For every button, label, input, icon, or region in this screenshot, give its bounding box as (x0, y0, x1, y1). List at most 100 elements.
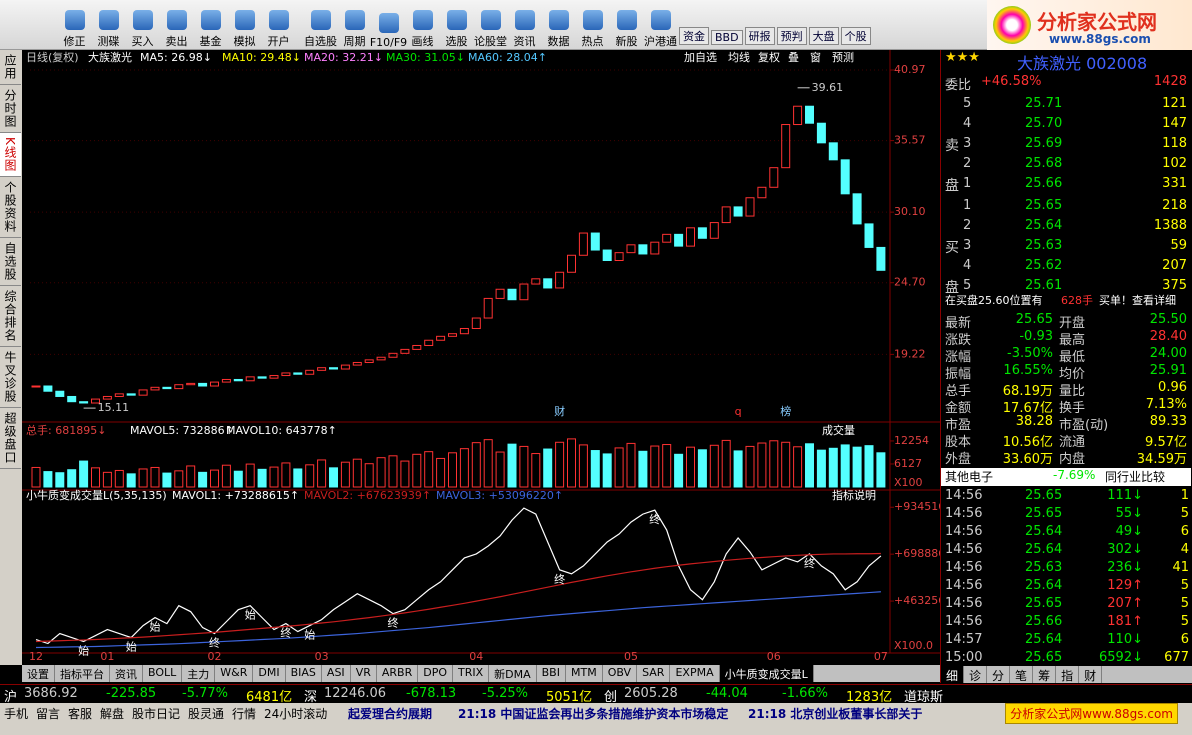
indicator-tab[interactable]: ASI (322, 665, 351, 682)
side-tab[interactable]: 综合排名 (0, 286, 21, 347)
news-link[interactable]: 股市日记 (132, 707, 181, 721)
candle (43, 385, 53, 392)
candle (864, 223, 874, 248)
indicator-tab[interactable]: MTM (566, 665, 603, 682)
candle (150, 386, 160, 391)
cell: 14:56 (945, 542, 983, 557)
toolbar-button[interactable]: 自选股 (304, 3, 337, 49)
indicator-tab[interactable]: TRIX (453, 665, 490, 682)
volume-bar (210, 469, 219, 488)
indicator-tab[interactable]: 新DMA (489, 665, 537, 682)
news-item[interactable]: 21:18 中国证监会再出多条措施维护资本市场稳定 (458, 707, 729, 721)
volume-bar (138, 468, 148, 488)
news-link[interactable]: 行情 (232, 707, 257, 721)
toolbar-box[interactable]: BBD (711, 30, 743, 45)
toolbar-button[interactable]: 沪港通 (644, 3, 677, 49)
toolbar-button[interactable]: 卖出 (160, 3, 193, 49)
indicator-tab[interactable]: 小牛质变成交量L (719, 665, 814, 682)
indicator-tab[interactable]: 设置 (22, 665, 55, 682)
indicator-tab[interactable]: ARBR (377, 665, 419, 682)
news-link[interactable]: 客服 (68, 707, 93, 721)
toolbar-button[interactable]: F10/F9 (370, 3, 407, 49)
cell: 3 (963, 238, 972, 253)
side-tab[interactable]: K线图 (0, 133, 21, 177)
toolbar-button[interactable]: 模拟 (228, 3, 261, 49)
news-item[interactable]: 21:18 北京创业板董事长部关于 (748, 707, 923, 721)
side-tab[interactable]: 超级盘口 (0, 408, 21, 469)
cell: 最新 (945, 316, 972, 331)
news-link[interactable]: 解盘 (100, 707, 125, 721)
side-tab[interactable]: 应用 (0, 50, 21, 85)
volume-legend: 总手: 681895↓ (26, 423, 106, 437)
quote-tab[interactable]: 指 (1056, 666, 1080, 683)
cell: 25.64 (1025, 218, 1063, 233)
toolbar-button[interactable]: 资讯 (508, 3, 541, 49)
indicator-tab[interactable]: BBI (537, 665, 566, 682)
signal-marker: 始 (304, 628, 315, 642)
news-link[interactable]: 股灵通 (188, 707, 225, 721)
toolbar-box[interactable]: 研报 (744, 27, 775, 45)
chart-button[interactable]: 复权 (758, 50, 780, 64)
indicator-tab[interactable]: DPO (418, 665, 453, 682)
toolbar-button[interactable]: 论股堂 (474, 3, 507, 49)
toolbar-button[interactable]: 画线 (406, 3, 439, 49)
toolbar-label: 数据 (547, 35, 570, 48)
toolbar-button[interactable]: 买入 (126, 3, 159, 49)
toolbar-button[interactable]: 周期 (338, 3, 371, 49)
toolbar-button[interactable]: 新股 (610, 3, 643, 49)
side-tab[interactable]: 个股资料 (0, 177, 21, 238)
candle (388, 352, 398, 358)
toolbar-button[interactable]: 修正 (58, 3, 91, 49)
indicator-tab[interactable]: BOLL (143, 665, 183, 682)
indicator-tab[interactable]: 主力 (182, 665, 216, 682)
chart-button[interactable]: 均线 (728, 50, 750, 64)
toolbar-button[interactable]: 选股 (440, 3, 473, 49)
toolbar-box[interactable]: 预判 (776, 27, 807, 45)
chart-button[interactable]: 加自选 (684, 51, 717, 64)
quote-tab[interactable]: 筹 (1033, 666, 1057, 683)
quote-tab[interactable]: 分 (987, 666, 1011, 683)
indicator-tab[interactable]: 指标平台 (55, 665, 110, 682)
toolbar-box[interactable]: 个股 (840, 27, 871, 45)
chart-button[interactable]: 窗 (810, 50, 821, 64)
toolbar-button[interactable]: 数据 (542, 3, 575, 49)
toolbar-button[interactable]: 基金 (194, 3, 227, 49)
toolbar-button[interactable]: 测碟 (92, 3, 125, 49)
indicator-tab[interactable]: OBV (603, 665, 638, 682)
side-tab[interactable]: 牛叉诊股 (0, 347, 21, 408)
candle (186, 382, 196, 386)
side-tab[interactable]: 自选股 (0, 238, 21, 286)
quote-tab[interactable]: 笔 (1010, 666, 1034, 683)
quote-tab[interactable]: 财 (1079, 666, 1103, 683)
volume-bar (638, 450, 648, 488)
indicator-tab[interactable]: 资讯 (110, 665, 143, 682)
indicator-tab[interactable]: SAR (637, 665, 671, 682)
chart-button[interactable]: 叠 (788, 51, 799, 64)
news-link[interactable]: 留言 (36, 707, 61, 721)
chart-button[interactable]: 预测 (832, 51, 854, 64)
toolbar-button[interactable]: 开户 (262, 3, 295, 49)
toolbar-label: 画线 (411, 35, 434, 48)
cell: 25.61 (1025, 278, 1063, 293)
indicator-tab[interactable]: VR (351, 665, 377, 682)
volume-bar (697, 449, 707, 488)
indicator-tab[interactable]: DMI (253, 665, 286, 682)
ma-legend: MA5: 26.98↓ (140, 51, 212, 64)
indicator-tab[interactable]: EXPMA (670, 665, 720, 682)
cell: 24.00 (1149, 346, 1187, 361)
side-tab[interactable]: 分时图 (0, 85, 21, 133)
cell: 总手 (945, 384, 972, 399)
cell: 25.66 (1025, 176, 1063, 191)
toolbar-label: 买入 (131, 35, 154, 48)
news-link[interactable]: 24小时滚动 (264, 707, 328, 721)
quote-tab[interactable]: 诊 (964, 666, 988, 683)
toolbar-box[interactable]: 大盘 (808, 27, 839, 45)
indicator-tab[interactable]: W&R (215, 665, 254, 682)
indicator-tab[interactable]: BIAS (286, 665, 322, 682)
quote-tab[interactable]: 细 (941, 666, 965, 683)
candle (364, 359, 374, 363)
toolbar-box[interactable]: 资金 (679, 27, 709, 45)
news-link[interactable]: 手机 (4, 707, 29, 721)
toolbar-button[interactable]: 热点 (576, 3, 609, 49)
news-item[interactable]: 起爱理合约展期 (348, 707, 433, 721)
